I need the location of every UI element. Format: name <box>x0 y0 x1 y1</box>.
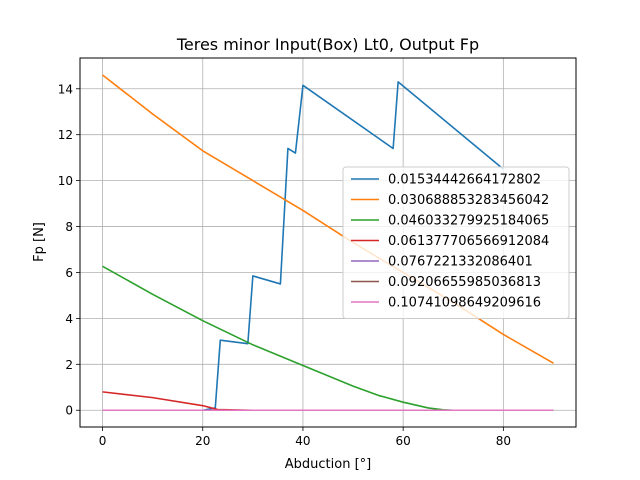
y-tick-label: 6 <box>65 266 73 280</box>
legend-label-3: 0.046033279925184065 <box>388 214 549 229</box>
legend-label-1: 0.01534442664172802 <box>388 173 541 188</box>
legend-label-6: 0.09206655985036813 <box>388 275 541 290</box>
y-tick-label: 4 <box>65 312 73 326</box>
y-tick-label: 0 <box>65 404 73 418</box>
x-axis-label: Abduction [°] <box>285 457 371 472</box>
axis-ticks: 0 20 40 60 80 0 2 4 6 8 10 12 14 <box>58 82 511 448</box>
legend-label-7: 0.10741098649209616 <box>388 296 541 311</box>
y-tick-label: 10 <box>58 174 73 188</box>
legend-label-2: 0.030688853283456042 <box>388 193 549 208</box>
x-tick-label: 40 <box>295 434 310 448</box>
legend: 0.01534442664172802 0.030688853283456042 0… <box>342 166 570 319</box>
x-tick-label: 60 <box>396 434 411 448</box>
y-tick-label: 12 <box>58 128 73 142</box>
y-tick-label: 8 <box>65 220 73 234</box>
axes-frame <box>79 57 577 428</box>
legend-label-5: 0.0767221332086401 <box>388 255 533 270</box>
legend-box <box>342 166 570 319</box>
series-lines <box>102 74 554 412</box>
chart-title: Teres minor Input(Box) Lt0, Output Fp <box>176 35 479 54</box>
x-tick-label: 80 <box>496 434 511 448</box>
x-tick-label: 20 <box>195 434 210 448</box>
x-tick-label: 0 <box>99 434 107 448</box>
y-tick-label: 2 <box>65 358 73 372</box>
legend-label-4: 0.061377706566912084 <box>388 234 549 249</box>
y-tick-label: 14 <box>58 82 73 96</box>
y-axis-label: Fp [N] <box>32 222 47 262</box>
